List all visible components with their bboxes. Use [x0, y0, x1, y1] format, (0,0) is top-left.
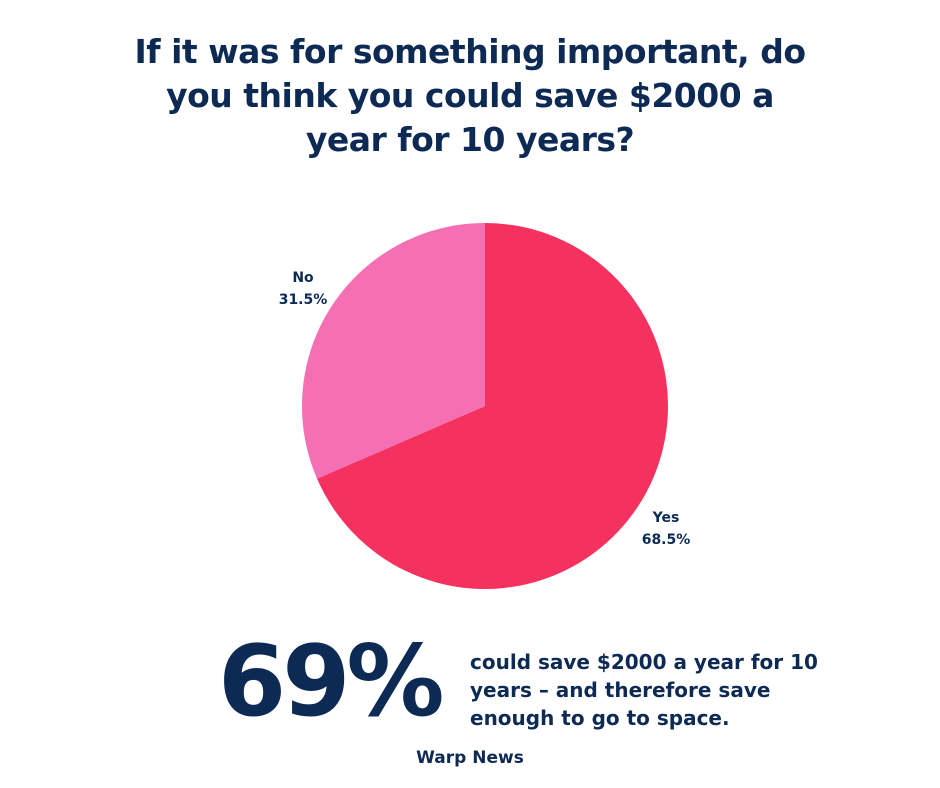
highlight-stat: 69% [218, 625, 445, 739]
slice-label-yes: Yes [652, 510, 680, 526]
slice-value-yes: 68.5% [642, 532, 691, 548]
description-line: years – and therefore save [470, 678, 771, 702]
title-line: year for 10 years? [305, 120, 635, 159]
description-line: enough to go to space. [470, 706, 730, 730]
pie-slice-no [301, 223, 485, 479]
source-label: Warp News [416, 748, 524, 768]
title-line: you think you could save $2000 a [166, 76, 774, 115]
highlight-description: could save $2000 a year for 10 years – a… [470, 648, 850, 732]
description-line: could save $2000 a year for 10 [470, 650, 818, 674]
title-line: If it was for something important, do [134, 32, 806, 71]
slice-label-no: No [292, 270, 314, 286]
pie-slice-yes [317, 223, 668, 589]
slice-value-no: 31.5% [279, 292, 328, 308]
chart-title: If it was for something important, do yo… [120, 30, 820, 162]
